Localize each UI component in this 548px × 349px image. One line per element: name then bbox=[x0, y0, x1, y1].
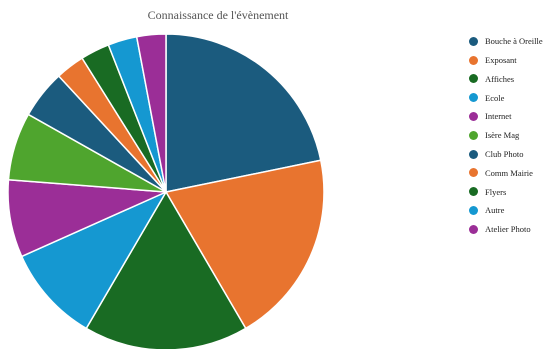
legend-item-autre[interactable]: Autre bbox=[469, 201, 548, 220]
pie-slice-atelier-photo[interactable] bbox=[135, 33, 167, 193]
legend-marker bbox=[469, 55, 478, 65]
chart-legend: Bouche à Oreille Exposant Affiches Ecole Int… bbox=[469, 32, 548, 239]
legend-marker bbox=[469, 187, 478, 197]
legend-item-flyers[interactable]: Flyers bbox=[469, 182, 548, 201]
legend-label: Autre bbox=[485, 205, 505, 216]
legend-item-isere-mag[interactable]: Isère Mag bbox=[469, 126, 548, 145]
legend-item-ecole[interactable]: Ecole bbox=[469, 88, 548, 107]
legend-label: Ecole bbox=[485, 92, 505, 103]
pie-slice-ecole[interactable] bbox=[20, 191, 167, 330]
legend-item-affiches[interactable]: Affiches bbox=[469, 70, 548, 89]
legend-label: Club Photo bbox=[485, 148, 524, 159]
legend-label: Exposant bbox=[485, 54, 517, 65]
chart-title: Connaissance de l'évènement bbox=[147, 8, 289, 22]
legend-marker bbox=[469, 74, 478, 84]
legend-marker bbox=[469, 130, 478, 140]
legend-item-bouche-a-oreille[interactable]: Bouche à Oreille bbox=[469, 32, 548, 51]
legend-item-internet[interactable]: Internet bbox=[469, 107, 548, 126]
legend-marker bbox=[469, 224, 478, 234]
pie-slice-bouche-a-oreille[interactable] bbox=[165, 33, 322, 193]
legend-label: Comm Mairie bbox=[485, 167, 533, 178]
legend-marker bbox=[469, 206, 478, 216]
legend-item-club-photo[interactable]: Club Photo bbox=[469, 145, 548, 164]
legend-label: Flyers bbox=[485, 186, 507, 197]
legend-marker bbox=[469, 168, 478, 178]
legend-marker bbox=[469, 36, 478, 46]
pie-slice-affiches[interactable] bbox=[85, 191, 247, 349]
legend-marker bbox=[469, 149, 478, 159]
legend-label: Atelier Photo bbox=[485, 224, 531, 235]
pie-slice-exposant[interactable] bbox=[165, 159, 325, 330]
legend-marker bbox=[469, 93, 478, 103]
legend-label: Isère Mag bbox=[485, 130, 520, 141]
legend-label: Affiches bbox=[485, 73, 515, 84]
legend-item-exposant[interactable]: Exposant bbox=[469, 51, 548, 70]
legend-item-comm-mairie[interactable]: Comm Mairie bbox=[469, 164, 548, 183]
legend-item-atelier-photo[interactable]: Atelier Photo bbox=[469, 220, 548, 239]
legend-marker bbox=[469, 112, 478, 122]
legend-label: Bouche à Oreille bbox=[485, 36, 543, 47]
legend-label: Internet bbox=[485, 111, 512, 122]
